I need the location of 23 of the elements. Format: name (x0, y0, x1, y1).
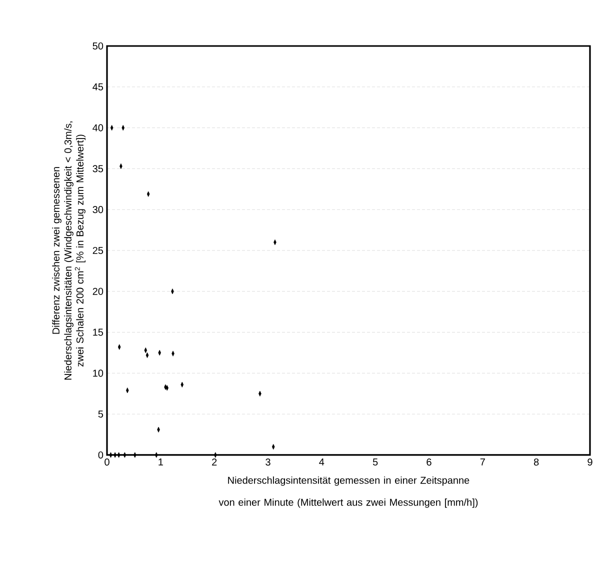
y-tick-label: 45 (92, 83, 104, 90)
y-axis-title: Differenz zwischen zwei gemessenen Niederschlagsintensitäten (Windgeschwindigkeit < 0,3m/s, zwei Schalen 200 cm$^{2}$ [% in Bezug zum Mittelwert]) (52, 122, 86, 380)
y-tick-label: 40 (92, 124, 104, 132)
x-tick-label: 9 (588, 458, 592, 466)
y-tick-label: 30 (92, 206, 104, 214)
y-tick-label: 5 (98, 410, 104, 418)
x-tick-label: 6 (426, 458, 432, 466)
x-tick-label: 7 (480, 458, 485, 466)
y-tick-label: 15 (93, 328, 104, 336)
y-tick-label: 25 (92, 246, 104, 254)
x-tick-label: 0 (104, 458, 110, 466)
x-tick-label: 4 (319, 458, 324, 466)
x-tick-label: 2 (212, 458, 217, 466)
text: Niederschlagsintensität gemessen in einer Zeitspanne von einer Minute (Mittelwert aus zwei Messungen [mm/h]) (218, 476, 478, 508)
x-tick-label: 5 (372, 458, 378, 466)
y-tick-label: 20 (92, 288, 104, 295)
x-tick-label: 3 (266, 458, 270, 466)
y-tick-label: 0 (98, 451, 104, 459)
y-tick-label: 10 (93, 370, 104, 377)
y-tick-label: 35 (92, 165, 104, 172)
x-tick-label: 1 (158, 458, 163, 466)
x-tick-label: 8 (534, 458, 539, 466)
y-tick-label: 50 (92, 42, 104, 50)
